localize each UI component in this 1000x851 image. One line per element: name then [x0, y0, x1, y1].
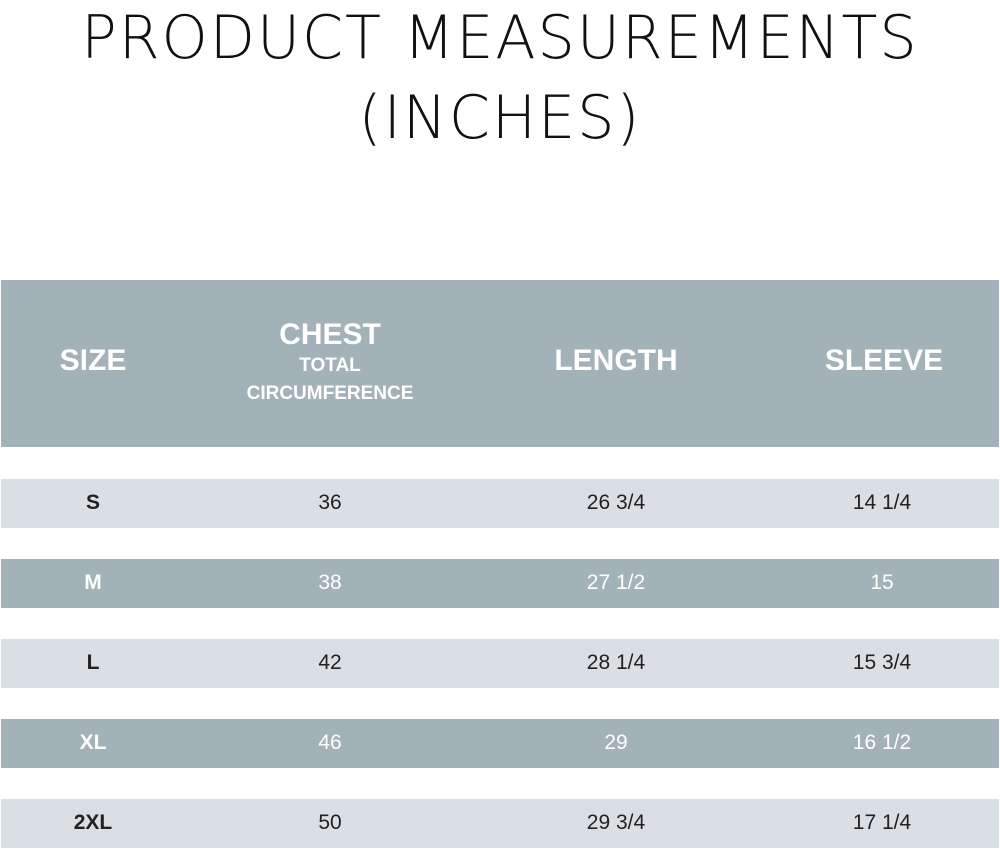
- header-chest-sub2: CIRCUMFERENCE: [246, 383, 414, 404]
- cell-sleeve: 17 1/4: [852, 811, 912, 834]
- page-title: PRODUCT MEASUREMENTS (INCHES): [0, 0, 1000, 158]
- title-line-1: PRODUCT MEASUREMENTS: [81, 3, 919, 73]
- cell-chest: 42: [318, 651, 342, 674]
- table-row: S 36 26 3/4 14 1/4: [1, 479, 999, 528]
- table-row: M 38 27 1/2 15: [1, 559, 999, 608]
- cell-chest: 38: [318, 571, 342, 594]
- cell-sleeve: 15 3/4: [852, 651, 912, 674]
- header-size: SIZE: [59, 344, 127, 377]
- cell-chest: 50: [318, 811, 342, 834]
- cell-size: XL: [79, 731, 107, 754]
- cell-size: S: [85, 491, 101, 514]
- cell-size: M: [84, 571, 102, 594]
- cell-length: 29 3/4: [586, 811, 646, 834]
- header-length: LENGTH: [554, 344, 678, 377]
- header-chest-sub1: TOTAL: [299, 355, 361, 376]
- cell-size: L: [86, 651, 100, 674]
- cell-chest: 36: [318, 491, 342, 514]
- cell-length: 29: [604, 731, 628, 754]
- table-row: XL 46 29 16 1/2: [1, 719, 999, 768]
- cell-sleeve: 15: [870, 571, 894, 594]
- cell-length: 28 1/4: [586, 651, 646, 674]
- cell-sleeve: 16 1/2: [852, 731, 912, 754]
- cell-size: 2XL: [73, 811, 113, 834]
- cell-sleeve: 14 1/4: [852, 491, 912, 514]
- title-line-2: (INCHES): [358, 83, 642, 153]
- header-chest: CHEST TOTAL CIRCUMFERENCE: [247, 318, 414, 408]
- cell-chest: 46: [318, 731, 342, 754]
- table-row: 2XL 50 29 3/4 17 1/4: [1, 799, 999, 848]
- cell-length: 26 3/4: [586, 491, 646, 514]
- header-chest-label: CHEST: [279, 318, 381, 351]
- cell-length: 27 1/2: [586, 571, 646, 594]
- header-sleeve: SLEEVE: [824, 344, 944, 377]
- table-row: L 42 28 1/4 15 3/4: [1, 639, 999, 688]
- table-header: SIZE CHEST TOTAL CIRCUMFERENCE LENGTH SL…: [1, 280, 999, 447]
